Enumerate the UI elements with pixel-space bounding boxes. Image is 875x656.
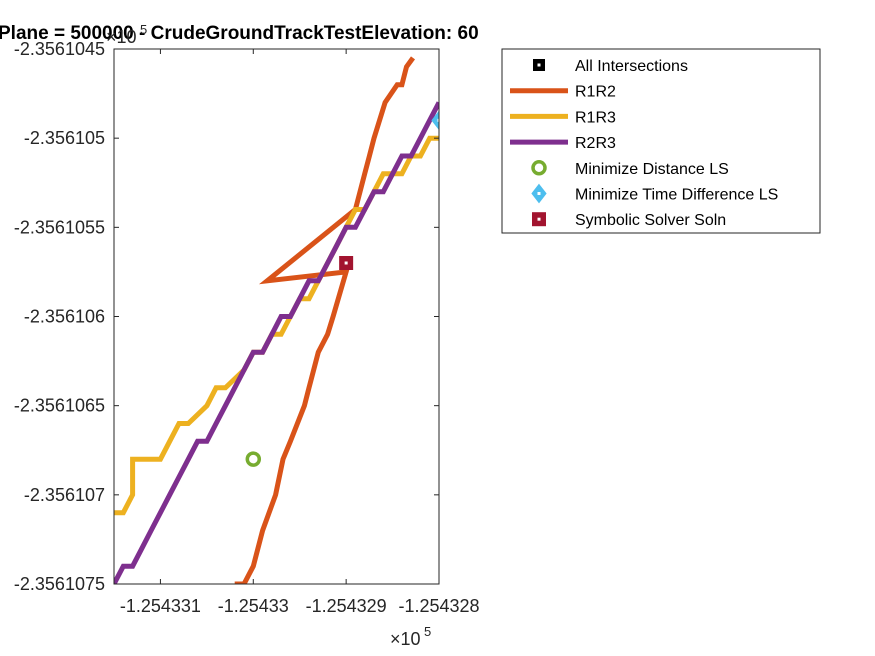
legend-label-r2r3: R2R3 [575, 135, 616, 152]
y-tick-label: -2.3561055 [14, 217, 105, 237]
legend-label-minimize-time-difference-ls: Minimize Time Difference LS [575, 187, 778, 204]
x-tick-label: -1.254328 [398, 596, 479, 616]
series-marker-minimize-time-difference-ls [431, 110, 439, 131]
legend-item-minimize-distance-ls: Minimize Distance LS [531, 160, 729, 178]
legend-swatch-symbolic-solver-soln-center [537, 217, 541, 221]
legend-item-minimize-time-difference-ls: Minimize Time Difference LS [531, 183, 778, 204]
legend-item-r1r3: R1R3 [510, 109, 616, 126]
x-tick-label: -1.25433 [218, 596, 289, 616]
series-marker-minimize-time-difference-ls-center [437, 118, 439, 122]
x-tick-label: -1.254331 [120, 596, 201, 616]
legend-label-r1r2: R1R2 [575, 84, 616, 101]
x-exponent-power: 5 [424, 624, 431, 639]
y-tick-label: -2.356105 [24, 128, 105, 148]
y-tick-label: -2.356107 [24, 485, 105, 505]
axis-ticks [114, 48, 440, 585]
series-marker-minimize-distance-ls [245, 451, 262, 467]
series-line-r1r3 [114, 135, 439, 516]
legend-label-r1r3: R1R3 [575, 109, 616, 126]
y-tick-label: -2.3561075 [14, 574, 105, 594]
y-tick-label: -2.356106 [24, 307, 105, 327]
y-tick-label: -2.3561065 [14, 396, 105, 416]
legend-label-symbolic-solver-soln: Symbolic Solver Soln [575, 212, 726, 229]
legend: All Intersections R1R2 R1R3 R2R3 Minimize Di… [501, 48, 821, 234]
series-marker-symbolic-solver-soln-center [344, 261, 348, 265]
x-exponent-base: ×10 [390, 629, 421, 649]
legend-label-minimize-distance-ls: Minimize Distance LS [575, 161, 729, 178]
legend-swatch-minimize-time-difference-ls-center [537, 192, 541, 195]
plot-lines [114, 56, 439, 584]
y-exponent-label: ×10 5 [106, 22, 147, 47]
plot-markers [245, 110, 439, 467]
axis-tick-labels: -1.254331 -1.25433 -1.254329 -1.254328 -2.35… [14, 39, 480, 616]
y-exponent-base: ×10 [106, 27, 137, 47]
x-tick-label: -1.254329 [306, 596, 387, 616]
legend-item-symbolic-solver-soln: Symbolic Solver Soln [532, 212, 726, 229]
y-tick-label: -2.3561045 [14, 39, 105, 59]
y-exponent-power: 5 [140, 22, 147, 37]
series-line-r1r2 [234, 56, 416, 584]
series-line-r2r3 [114, 101, 439, 584]
legend-items: All Intersections R1R2 R1R3 R2R3 Minimize Di… [510, 58, 778, 229]
legend-label-all-intersections: All Intersections [575, 58, 688, 75]
chart-title: Plane = 500000 - CrudeGroundTrackTestEle… [0, 23, 479, 44]
x-exponent-label: ×10 5 [390, 624, 431, 649]
legend-item-r1r2: R1R2 [510, 84, 616, 101]
legend-swatch-minimize-distance-ls [531, 160, 547, 176]
legend-item-r2r3: R2R3 [510, 135, 616, 152]
legend-item-all-intersections: All Intersections [533, 58, 688, 75]
legend-swatch-all-intersections-center [537, 63, 541, 67]
